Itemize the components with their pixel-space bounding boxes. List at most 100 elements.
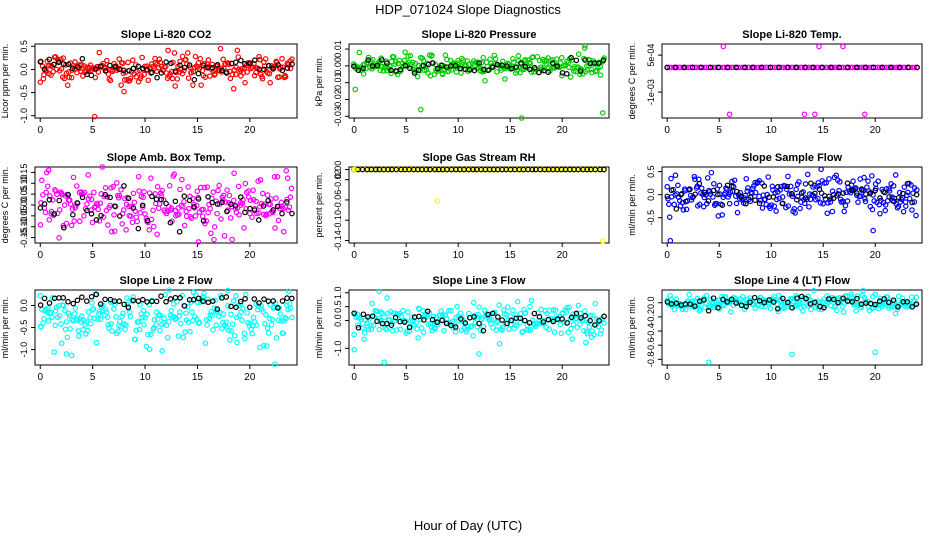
data-point <box>251 207 258 213</box>
data-point <box>165 47 171 54</box>
data-point <box>58 66 65 72</box>
data-point <box>715 191 721 198</box>
data-point <box>110 183 116 190</box>
data-point <box>522 317 528 324</box>
data-point <box>835 191 842 197</box>
data-point <box>286 204 293 210</box>
data-point <box>558 330 565 337</box>
data-point <box>215 187 221 194</box>
y-tick-label: -0.10 <box>19 216 29 237</box>
data-point <box>895 194 902 201</box>
data-point <box>273 195 279 201</box>
data-point <box>365 326 372 333</box>
data-point <box>396 57 403 64</box>
data-point-outlier <box>45 167 52 174</box>
data-point-outlier <box>870 227 876 234</box>
data-point <box>176 211 182 218</box>
data-point <box>504 320 510 327</box>
y-tick-label: 0.0 <box>333 314 343 327</box>
data-point <box>129 57 136 63</box>
data-point <box>81 189 88 196</box>
data-point <box>236 212 242 218</box>
data-point <box>283 167 290 174</box>
data-point <box>125 195 132 202</box>
data-point <box>439 62 445 69</box>
data-point <box>580 327 587 334</box>
data-point <box>62 326 69 333</box>
data-point <box>156 56 163 63</box>
data-point <box>683 198 689 205</box>
data-point <box>401 319 408 325</box>
data-point <box>264 192 271 198</box>
data-point <box>848 291 855 298</box>
data-point-outlier <box>476 351 482 357</box>
data-point <box>568 314 575 321</box>
data-point <box>750 64 756 71</box>
data-point <box>42 209 49 216</box>
data-point <box>229 236 235 243</box>
data-point <box>392 314 399 321</box>
y-tick-label: -1e-03 <box>646 79 656 105</box>
data-point <box>121 301 127 308</box>
data-point <box>725 194 731 200</box>
data-point <box>105 322 112 328</box>
data-point <box>854 190 860 196</box>
data-point <box>696 180 703 187</box>
data-point <box>527 303 533 310</box>
data-point <box>705 308 712 314</box>
data-point <box>95 206 102 213</box>
data-point <box>85 196 92 202</box>
data-point <box>275 317 282 324</box>
data-point <box>829 188 836 195</box>
data-point <box>704 175 711 181</box>
data-point <box>482 77 488 84</box>
data-point <box>558 54 565 61</box>
data-point <box>913 212 919 219</box>
y-tick-label: -0.02 <box>333 169 343 190</box>
data-point <box>480 166 487 173</box>
data-point <box>689 64 696 71</box>
data-point <box>107 194 113 201</box>
data-point <box>914 64 920 71</box>
x-tick-label: 10 <box>139 250 151 261</box>
data-point <box>881 189 888 196</box>
data-point <box>463 62 469 69</box>
y-tick-label: 0.00 <box>333 57 343 75</box>
data-point <box>862 64 869 71</box>
data-point <box>120 310 126 317</box>
data-point <box>78 313 85 319</box>
data-point <box>179 176 185 183</box>
data-point <box>230 85 237 92</box>
data-point <box>793 197 800 203</box>
data-point <box>816 183 822 189</box>
chart-panel-5: Slope Gas Stream RH percent per min. 0 5 10 1… <box>314 152 610 261</box>
x-tick-label: 5 <box>716 250 722 261</box>
data-point <box>452 324 459 330</box>
x-tick-label: 5 <box>90 372 96 383</box>
x-tick-label: 0 <box>664 125 670 136</box>
data-point <box>196 319 203 326</box>
data-point <box>522 63 529 70</box>
data-point <box>243 291 249 298</box>
data-point <box>288 295 295 302</box>
data-point <box>802 195 809 201</box>
data-point-outlier <box>818 166 824 173</box>
data-point <box>385 166 391 173</box>
data-point <box>528 297 535 304</box>
data-point <box>251 72 258 79</box>
data-point <box>259 75 266 82</box>
data-point <box>56 235 62 241</box>
data-point <box>514 166 520 173</box>
y-tick-label: 0.00 <box>333 161 343 179</box>
data-point <box>747 194 754 200</box>
data-point <box>120 207 127 213</box>
data-point <box>199 213 206 220</box>
data-point <box>904 189 911 196</box>
data-point <box>903 203 909 209</box>
data-point <box>124 295 130 301</box>
x-tick-label: 20 <box>557 250 569 261</box>
data-point <box>785 203 792 209</box>
data-point <box>232 71 239 78</box>
data-point <box>177 62 183 69</box>
data-point <box>463 166 470 173</box>
